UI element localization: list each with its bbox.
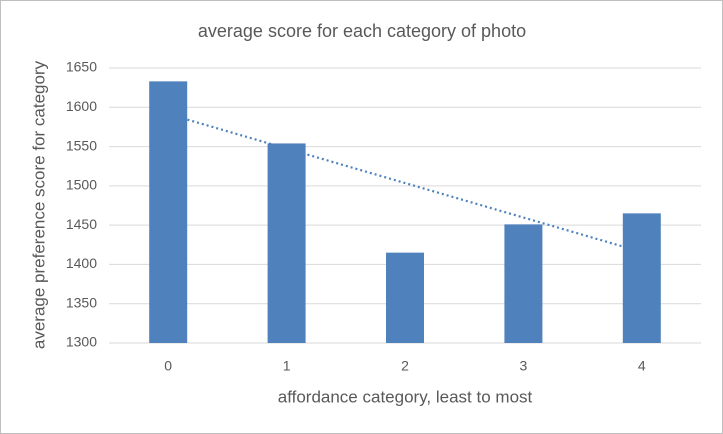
y-tick-label: 1450 [66,216,97,232]
x-tick-label: 3 [520,358,528,374]
y-axis-label: average preference score for category [29,60,48,349]
bar [504,224,543,343]
y-tick-label: 1500 [66,177,97,193]
bar [267,143,306,343]
x-tick-label: 1 [283,358,291,374]
bar [149,81,188,343]
x-tick-label: 2 [401,358,409,374]
chart-title: average score for each category of photo [198,21,526,41]
y-tick-label: 1350 [66,294,97,310]
y-tick-label: 1550 [66,137,97,153]
x-axis-label: affordance category, least to most [278,387,533,406]
x-tick-label: 0 [164,358,172,374]
y-tick-label: 1600 [66,98,97,114]
bar [386,252,424,343]
bar [622,213,661,343]
y-tick-label: 1300 [66,334,97,350]
trendline [167,112,643,254]
y-tick-label: 1400 [66,255,97,271]
x-tick-label: 4 [638,358,646,374]
y-tick-label: 1650 [66,59,97,75]
